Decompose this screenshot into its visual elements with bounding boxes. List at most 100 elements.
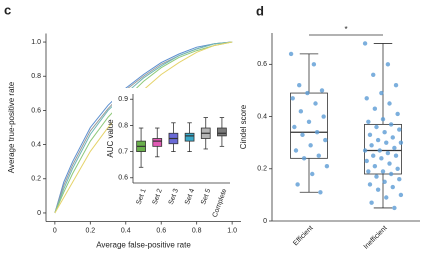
panel-label: d xyxy=(256,3,264,18)
y-axis-label: Average true-positive rate xyxy=(7,81,16,173)
roc-line xyxy=(54,41,233,214)
data-point xyxy=(392,145,397,151)
data-point xyxy=(293,148,299,153)
inset-bg xyxy=(112,88,234,216)
data-point xyxy=(374,174,379,179)
data-point xyxy=(288,51,294,57)
data-point xyxy=(387,161,392,166)
box xyxy=(290,92,328,159)
data-point xyxy=(369,143,374,148)
data-point xyxy=(380,116,386,122)
data-point xyxy=(371,153,376,158)
data-point xyxy=(382,179,387,185)
data-point xyxy=(297,83,302,88)
y-tick-label: 0.2 xyxy=(31,176,41,183)
data-point xyxy=(398,140,404,145)
data-point xyxy=(390,135,395,140)
y-tick-label: 0.6 xyxy=(257,61,267,68)
data-point xyxy=(311,62,317,67)
y-tick-label: 0.4 xyxy=(257,113,267,120)
data-point xyxy=(375,137,381,143)
data-point xyxy=(382,130,387,135)
data-point xyxy=(310,171,315,177)
y-tick-label: 0.6 xyxy=(31,107,41,114)
data-point xyxy=(305,90,310,96)
data-point xyxy=(366,169,371,174)
data-point xyxy=(397,177,402,182)
data-point xyxy=(367,132,373,138)
data-point xyxy=(300,132,305,138)
x-tick-label: 0.2 xyxy=(85,227,95,234)
x-tick-label: 0.4 xyxy=(121,227,131,234)
box xyxy=(217,127,227,137)
y-axis-label: Cindel score xyxy=(239,104,248,149)
y-tick-label: 0 xyxy=(263,218,267,225)
data-point xyxy=(385,62,391,67)
data-point xyxy=(395,166,400,171)
x-tick-label: 0 xyxy=(53,227,57,234)
data-point xyxy=(380,169,386,174)
data-point xyxy=(314,130,320,135)
data-point xyxy=(362,41,368,46)
y-tick-label: 0.4 xyxy=(31,141,41,148)
x-axis-label: Average false-positive rate xyxy=(96,241,191,250)
data-point xyxy=(308,143,313,148)
data-point xyxy=(290,96,295,101)
panel-label: c xyxy=(4,2,11,17)
y-axis-label: AUC value xyxy=(106,119,115,158)
data-point xyxy=(313,101,318,106)
data-point xyxy=(362,148,368,153)
data-point xyxy=(318,190,323,195)
data-point xyxy=(301,156,307,161)
data-point xyxy=(379,156,384,161)
data-point xyxy=(392,205,397,211)
x-tick-label: Inefficient xyxy=(363,225,389,251)
data-point xyxy=(379,90,384,96)
data-point xyxy=(295,182,300,187)
y-tick-label: 0.6 xyxy=(118,175,128,182)
x-tick-label: Efficient xyxy=(292,225,315,248)
data-point xyxy=(319,88,325,93)
data-point xyxy=(375,187,381,192)
x-tick-label: 0.8 xyxy=(192,227,202,234)
data-point xyxy=(324,163,330,169)
y-tick-label: 0.7 xyxy=(118,148,128,155)
x-tick-label: 1.0 xyxy=(227,227,237,234)
y-tick-label: 0.2 xyxy=(257,166,267,173)
data-point xyxy=(366,119,371,124)
significance-label: * xyxy=(344,25,347,34)
y-tick-label: 0.9 xyxy=(118,96,128,103)
box xyxy=(152,138,163,147)
data-point xyxy=(323,137,328,143)
data-point xyxy=(384,140,389,145)
data-point xyxy=(387,101,392,106)
y-tick-label: 0.8 xyxy=(118,122,128,129)
data-point xyxy=(364,96,369,101)
data-point xyxy=(298,109,304,114)
data-point xyxy=(306,119,312,124)
data-point xyxy=(371,72,376,77)
y-tick-label: 0 xyxy=(37,210,41,217)
data-point xyxy=(316,153,321,158)
data-point xyxy=(395,111,400,117)
data-point xyxy=(398,192,404,198)
y-tick-label: 1.0 xyxy=(31,39,41,46)
data-point xyxy=(292,124,297,130)
data-point xyxy=(390,184,395,190)
box xyxy=(184,132,195,142)
data-point xyxy=(377,148,382,153)
data-point xyxy=(372,163,378,169)
data-point xyxy=(321,114,326,119)
y-tick-label: 0.8 xyxy=(31,73,41,80)
data-point xyxy=(367,182,373,187)
x-tick-label: 0.6 xyxy=(156,227,166,234)
roc-line xyxy=(54,41,233,214)
data-point xyxy=(388,171,394,177)
data-point xyxy=(372,106,378,111)
data-point xyxy=(393,83,399,88)
data-point xyxy=(393,153,399,158)
data-point xyxy=(388,122,394,127)
data-point xyxy=(384,195,389,200)
data-point xyxy=(397,127,402,132)
